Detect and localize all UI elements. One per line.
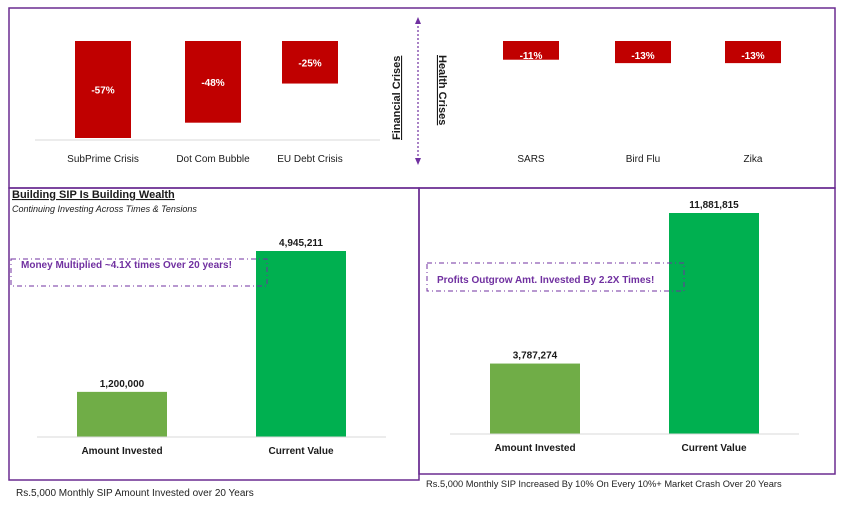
left-footnote: Rs.5,000 Monthly SIP Amount Invested ove… xyxy=(16,488,254,499)
right-annotation-text: Profits Outgrow Amt. Invested By 2.2X Ti… xyxy=(437,275,654,286)
health-crises-label: Health Crises xyxy=(436,55,448,125)
crisis-bar xyxy=(725,41,781,64)
sip-bar-value-label: 1,200,000 xyxy=(100,379,145,390)
crisis-bar xyxy=(615,41,671,64)
sip-bar xyxy=(77,391,167,437)
crisis-bar xyxy=(282,41,338,84)
right-annotation-box xyxy=(426,262,685,292)
crisis-bar xyxy=(503,41,559,60)
crisis-bar-value-label: -48% xyxy=(201,78,224,89)
crisis-bar-value-label: -11% xyxy=(520,51,543,62)
divider-arrowhead-bottom xyxy=(415,158,421,165)
right-footnote: Rs.5,000 Monthly SIP Increased By 10% On… xyxy=(426,479,782,489)
crisis-category-label: Dot Com Bubble xyxy=(176,154,250,165)
sip-category-label: Amount Invested xyxy=(81,446,162,457)
right-panel-frame xyxy=(418,187,836,475)
crisis-drawdown-chart: -57% SubPrime Crisis -48% Dot Com Bubble -25… xyxy=(35,41,781,165)
crisis-category-label: SubPrime Crisis xyxy=(67,154,139,165)
crisis-category-label: Bird Flu xyxy=(626,154,660,165)
crisis-bar-value-label: -57% xyxy=(91,86,114,97)
crisis-category-label: Zika xyxy=(744,154,763,165)
sip-bar-value-label: 4,945,211 xyxy=(279,238,323,249)
sip-bar xyxy=(669,213,759,434)
sip-bar-value-label: 11,881,815 xyxy=(689,200,739,211)
sip-category-label: Current Value xyxy=(268,446,333,457)
crisis-category-label: SARS xyxy=(517,154,545,165)
sip-bar-value-label: 3,787,274 xyxy=(513,351,558,362)
sip-title: Building SIP Is Building Wealth xyxy=(12,189,175,201)
sip-bar xyxy=(490,363,580,434)
sip-wealth-chart: 1,200,000 Amount Invested 4,945,211 Current… xyxy=(37,238,386,457)
crash-sip-chart: 3,787,274 Amount Invested 11,881,815 Curren… xyxy=(450,200,799,454)
sip-bar xyxy=(256,251,346,437)
crisis-bar-value-label: -13% xyxy=(741,51,764,62)
crisis-bar-value-label: -13% xyxy=(631,51,654,62)
left-panel-frame xyxy=(8,187,420,481)
crisis-bar xyxy=(75,41,131,138)
crisis-bar xyxy=(185,41,241,123)
crisis-bar-value-label: -25% xyxy=(298,58,321,69)
sip-category-label: Amount Invested xyxy=(494,443,575,454)
sip-category-label: Current Value xyxy=(681,443,746,454)
financial-crises-label: Financial Crises xyxy=(391,56,403,140)
left-annotation-text: Money Multiplied ~4.1X times Over 20 yea… xyxy=(21,260,232,271)
left-annotation-box xyxy=(10,258,268,287)
crisis-category-label: EU Debt Crisis xyxy=(277,154,343,165)
divider-arrowhead-top xyxy=(415,17,421,24)
sip-subtitle: Continuing Investing Across Times & Tens… xyxy=(12,204,197,214)
